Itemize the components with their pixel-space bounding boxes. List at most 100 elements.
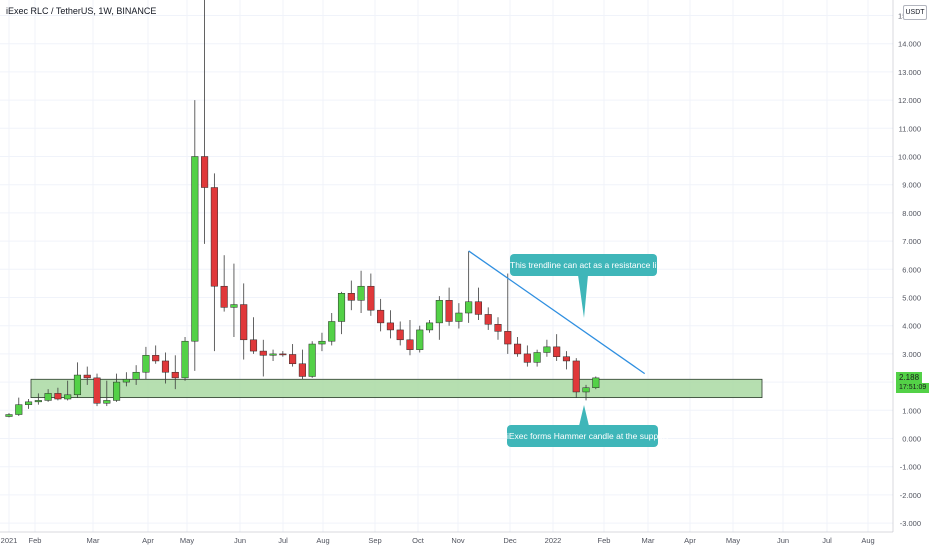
candle[interactable] xyxy=(504,273,512,354)
candle[interactable] xyxy=(73,362,82,398)
candle-body xyxy=(34,400,42,403)
time-tick-label: Dec xyxy=(503,536,517,545)
candle[interactable] xyxy=(142,346,150,380)
candle[interactable] xyxy=(191,100,199,371)
time-tick-label: Feb xyxy=(29,536,42,545)
candle[interactable] xyxy=(83,366,91,385)
candle-body xyxy=(416,329,424,350)
candle[interactable] xyxy=(328,313,336,346)
time-tick-label: Apr xyxy=(142,536,154,545)
last-price-tag: 2.188 xyxy=(896,372,923,383)
time-tick-label: Jun xyxy=(777,536,789,545)
candle-body xyxy=(543,346,551,353)
candle[interactable] xyxy=(298,349,306,380)
candle[interactable] xyxy=(543,339,551,357)
candle[interactable] xyxy=(34,393,42,405)
candle[interactable] xyxy=(465,250,473,323)
candle[interactable] xyxy=(494,317,502,340)
candle[interactable] xyxy=(553,334,561,361)
candle[interactable] xyxy=(15,397,23,416)
time-tick-label: May xyxy=(726,536,740,545)
candle[interactable] xyxy=(93,373,101,407)
candle[interactable] xyxy=(64,380,72,401)
price-tick-label: -1.000 xyxy=(900,463,921,472)
price-tick-label: 14.000 xyxy=(898,40,921,49)
time-tick-label: Aug xyxy=(861,536,874,545)
candle[interactable] xyxy=(523,345,531,367)
candle-body xyxy=(113,381,121,401)
candle[interactable] xyxy=(357,270,365,314)
candle[interactable] xyxy=(181,336,189,381)
candle-body xyxy=(44,393,52,401)
candle[interactable] xyxy=(533,349,541,367)
candle[interactable] xyxy=(425,320,434,333)
candle[interactable] xyxy=(445,287,453,326)
candle[interactable] xyxy=(5,413,13,418)
callout-pointer xyxy=(579,405,589,426)
candle[interactable] xyxy=(435,296,443,340)
candle[interactable] xyxy=(230,263,238,337)
price-tick-label: 5.000 xyxy=(902,294,921,303)
candle[interactable] xyxy=(44,389,52,402)
candle[interactable] xyxy=(582,384,590,401)
candle[interactable] xyxy=(113,373,121,402)
candle[interactable] xyxy=(171,355,179,390)
chart-title: iExec RLC / TetherUS, 1W, BINANCE xyxy=(6,6,157,16)
candle[interactable] xyxy=(201,0,209,244)
candle[interactable] xyxy=(455,303,463,329)
candle-body xyxy=(504,331,512,345)
bar-countdown: 17:51:09 xyxy=(896,383,930,393)
candle[interactable] xyxy=(122,372,130,387)
candle[interactable] xyxy=(347,280,355,311)
candle-body xyxy=(484,314,492,325)
candle[interactable] xyxy=(416,325,424,353)
candle[interactable] xyxy=(54,387,62,401)
candle-body xyxy=(425,322,434,331)
candle-body xyxy=(445,300,453,322)
candle[interactable] xyxy=(249,317,258,354)
candle[interactable] xyxy=(308,341,316,378)
candle-body xyxy=(210,187,218,287)
candle[interactable] xyxy=(377,298,385,332)
candle[interactable] xyxy=(279,351,287,357)
candle[interactable] xyxy=(259,339,267,377)
candle[interactable] xyxy=(152,345,160,364)
candle[interactable] xyxy=(289,344,297,367)
candle-body xyxy=(171,371,179,379)
candle[interactable] xyxy=(161,352,170,384)
candle[interactable] xyxy=(592,376,600,390)
candle[interactable] xyxy=(474,287,482,321)
candle-body xyxy=(259,350,267,356)
candle-body xyxy=(562,356,571,362)
price-tick-label: 11.000 xyxy=(899,124,921,133)
support-zone xyxy=(30,378,763,399)
candle-body xyxy=(465,301,473,314)
candle-body xyxy=(93,377,101,404)
candle[interactable] xyxy=(514,336,522,357)
candle[interactable] xyxy=(220,255,228,312)
candle[interactable] xyxy=(103,380,111,407)
candle[interactable] xyxy=(318,332,326,352)
candle[interactable] xyxy=(240,283,248,360)
candle[interactable] xyxy=(386,310,394,339)
candle-body xyxy=(220,285,228,308)
candle[interactable] xyxy=(132,365,140,385)
price-tick-label: 0.000 xyxy=(902,435,921,444)
resistance-trendline[interactable] xyxy=(468,250,646,375)
time-tick-label: Mar xyxy=(642,536,655,545)
candle[interactable] xyxy=(572,358,580,398)
candle[interactable] xyxy=(337,291,346,335)
candle[interactable] xyxy=(484,307,492,330)
candle[interactable] xyxy=(406,320,414,356)
candle[interactable] xyxy=(396,321,404,346)
candle-body xyxy=(523,353,531,363)
candle[interactable] xyxy=(562,351,571,370)
candle[interactable] xyxy=(367,273,375,316)
candle[interactable] xyxy=(210,173,218,352)
candle-body xyxy=(161,360,170,373)
candle[interactable] xyxy=(25,399,33,409)
candle-body xyxy=(494,324,502,332)
candle[interactable] xyxy=(269,349,277,361)
currency-button[interactable]: USDT xyxy=(903,5,927,20)
